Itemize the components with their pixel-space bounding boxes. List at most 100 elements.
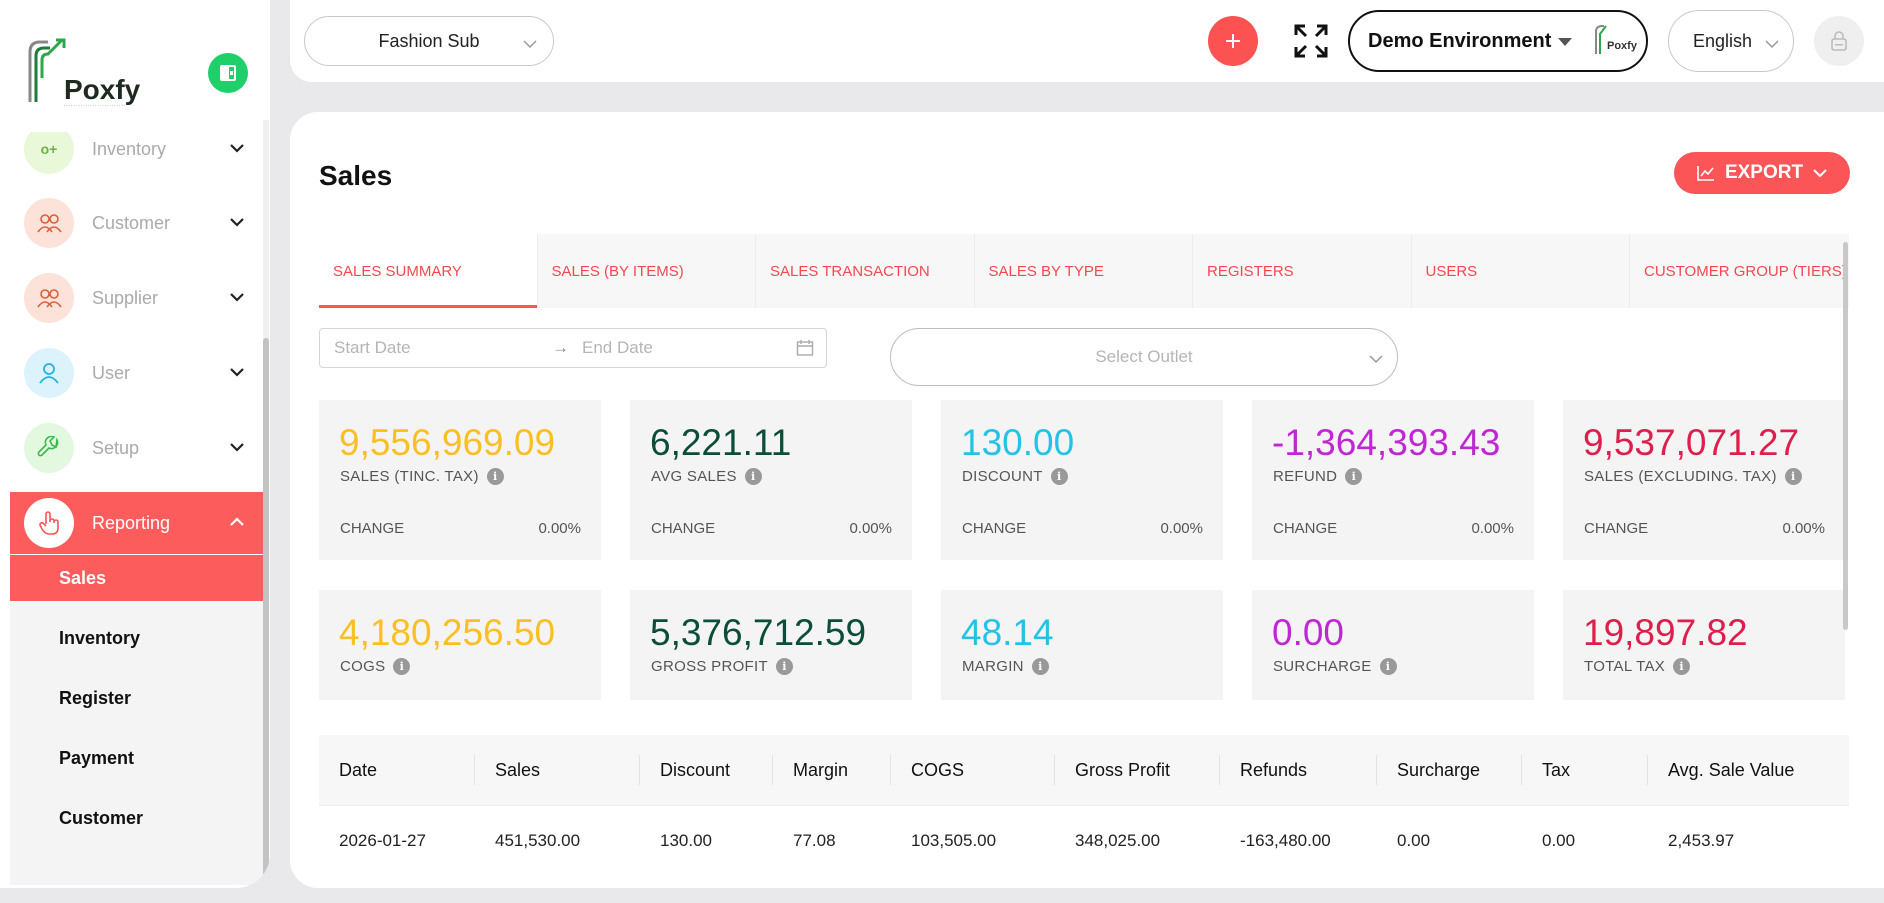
column-header-cogs[interactable]: COGS [891, 755, 1055, 785]
chevron-down-icon [222, 214, 252, 232]
tab-sales-summary[interactable]: SALES SUMMARY [319, 234, 538, 308]
info-icon[interactable]: i [393, 658, 411, 675]
sidebar-item-user[interactable]: User [10, 342, 264, 404]
info-icon[interactable]: i [1784, 468, 1802, 485]
submenu-item-payment[interactable]: Payment [59, 747, 135, 768]
wrench-icon [24, 423, 74, 473]
environment-select-value: Demo Environment [1368, 29, 1552, 52]
column-header-avg-sale-value[interactable]: Avg. Sale Value [1668, 759, 1795, 780]
chevron-down-icon [222, 289, 252, 307]
arrow-right-icon: → [552, 338, 569, 357]
stat-card-avg-sales: 6,221.11 AVG SALES i CHANGE 0.00% [630, 400, 912, 560]
stat-label: SALES (EXCLUDING. TAX) i [1584, 468, 1802, 485]
tab-users[interactable]: USERS [1412, 234, 1630, 308]
customer-icon [24, 198, 74, 248]
main-panel: Sales EXPORT SALES SUMMARY SALES (BY ITE… [290, 112, 1884, 888]
sidebar-item-label: Supplier [92, 287, 159, 308]
sidebar-item-customer[interactable]: Customer [10, 192, 264, 254]
start-date-input[interactable]: Start Date [334, 338, 411, 357]
main-scrollbar-thumb[interactable] [1843, 242, 1848, 630]
environment-select[interactable]: Demo Environment Poxfy [1348, 10, 1648, 72]
logo-mark-icon [28, 38, 66, 102]
stat-card-gross-profit: 5,376,712.59 GROSS PROFIT i [630, 590, 912, 700]
workspace-select[interactable]: Fashion Sub [304, 16, 554, 66]
submenu-item-customer[interactable]: Customer [59, 807, 144, 828]
info-icon[interactable]: i [1673, 658, 1691, 675]
brand-logo[interactable]: Poxfy ......................... [26, 38, 156, 108]
change-label: CHANGE [340, 520, 405, 537]
stat-label: GROSS PROFIT i [651, 658, 793, 675]
chevron-down-icon [1765, 33, 1779, 54]
tab-customer-group[interactable]: CUSTOMER GROUP (TIERS) [1644, 262, 1847, 280]
tab-registers[interactable]: REGISTERS [1193, 234, 1412, 308]
change-value: 0.00% [849, 520, 892, 537]
stat-label: DISCOUNT i [962, 468, 1068, 485]
stat-card-refund: -1,364,393.43 REFUND i CHANGE 0.00% [1252, 400, 1534, 560]
change-label: CHANGE [651, 520, 716, 537]
column-header-discount[interactable]: Discount [640, 755, 773, 785]
table-row[interactable]: 2026-01-27 451,530.00 130.00 77.08 103,5… [319, 805, 1849, 875]
info-icon[interactable]: i [1050, 468, 1068, 485]
change-label: CHANGE [962, 520, 1027, 537]
panel-toggle-icon [220, 65, 236, 81]
hand-pointer-icon [24, 498, 74, 548]
stat-value: 48.14 [961, 612, 1054, 653]
info-icon[interactable]: i [775, 658, 793, 675]
stat-value: 6,221.11 [650, 422, 792, 463]
submenu-item-sales[interactable]: Sales [10, 555, 264, 601]
sidebar-item-inventory[interactable]: o+ Inventory [10, 132, 264, 180]
export-button[interactable]: EXPORT [1674, 152, 1850, 194]
sidebar-scrollbar-thumb[interactable] [263, 338, 269, 888]
fullscreen-button[interactable] [1290, 20, 1332, 62]
column-header-tax[interactable]: Tax [1522, 755, 1648, 785]
stat-value: 9,556,969.09 [339, 422, 556, 463]
change-value: 0.00% [1782, 520, 1825, 537]
logo-mark-icon [1595, 25, 1607, 54]
change-label: CHANGE [1273, 520, 1338, 537]
submenu-item-register[interactable]: Register [59, 687, 132, 708]
sidebar-item-setup[interactable]: Setup [10, 417, 264, 479]
add-button[interactable] [1208, 16, 1258, 66]
info-icon[interactable]: i [1379, 658, 1397, 675]
tab-sales-transaction[interactable]: SALES TRANSACTION [756, 234, 975, 308]
lock-button[interactable] [1814, 16, 1864, 66]
column-header-surcharge[interactable]: Surcharge [1377, 755, 1522, 785]
column-header-gross-profit[interactable]: Gross Profit [1055, 755, 1220, 785]
info-icon[interactable]: i [1345, 468, 1363, 485]
sidebar-item-supplier[interactable]: Supplier [10, 267, 264, 329]
column-header-date[interactable]: Date [319, 755, 475, 785]
stat-card-cogs: 4,180,256.50 COGS i [319, 590, 601, 700]
sidebar-item-label: User [92, 362, 131, 383]
sidebar-item-label: Setup [92, 437, 140, 458]
info-icon[interactable]: i [486, 468, 504, 485]
sidebar: Poxfy ......................... o+ Inven… [0, 0, 270, 888]
brand-name: Poxfy [64, 74, 141, 105]
outlet-select[interactable]: Select Outlet [890, 328, 1398, 386]
date-range-picker[interactable]: Start Date → End Date [319, 328, 827, 368]
tab-sales-by-items[interactable]: SALES (BY ITEMS) [538, 234, 756, 308]
info-icon[interactable]: i [1031, 658, 1049, 675]
workspace-select-value: Fashion Sub [378, 30, 480, 51]
report-tabs: SALES SUMMARY SALES (BY ITEMS) SALES TRA… [319, 234, 1849, 308]
end-date-input[interactable]: End Date [582, 338, 653, 357]
column-header-sales[interactable]: Sales [475, 755, 640, 785]
sidebar-collapse-button[interactable] [208, 53, 248, 93]
lock-icon [1831, 31, 1847, 51]
cell-discount: 130.00 [660, 830, 712, 850]
sidebar-item-reporting[interactable]: Reporting [10, 492, 264, 554]
stat-label: MARGIN i [962, 658, 1049, 675]
user-icon [24, 348, 74, 398]
tab-sales-by-type[interactable]: SALES BY TYPE [975, 234, 1193, 308]
submenu-item-inventory[interactable]: Inventory [59, 627, 141, 648]
column-header-margin[interactable]: Margin [773, 755, 891, 785]
table-header: Date Sales Discount Margin COGS Gross Pr… [319, 735, 1849, 805]
change-value: 0.00% [1471, 520, 1514, 537]
chevron-up-icon [222, 514, 252, 532]
stat-value: 0.00 [1272, 612, 1345, 653]
change-value: 0.00% [1160, 520, 1203, 537]
column-header-refunds[interactable]: Refunds [1220, 755, 1377, 785]
info-icon[interactable]: i [744, 468, 762, 485]
stat-label: SALES (TINC. TAX) i [340, 468, 504, 485]
language-select-value: English [1693, 30, 1753, 51]
language-select[interactable]: English [1668, 10, 1794, 72]
